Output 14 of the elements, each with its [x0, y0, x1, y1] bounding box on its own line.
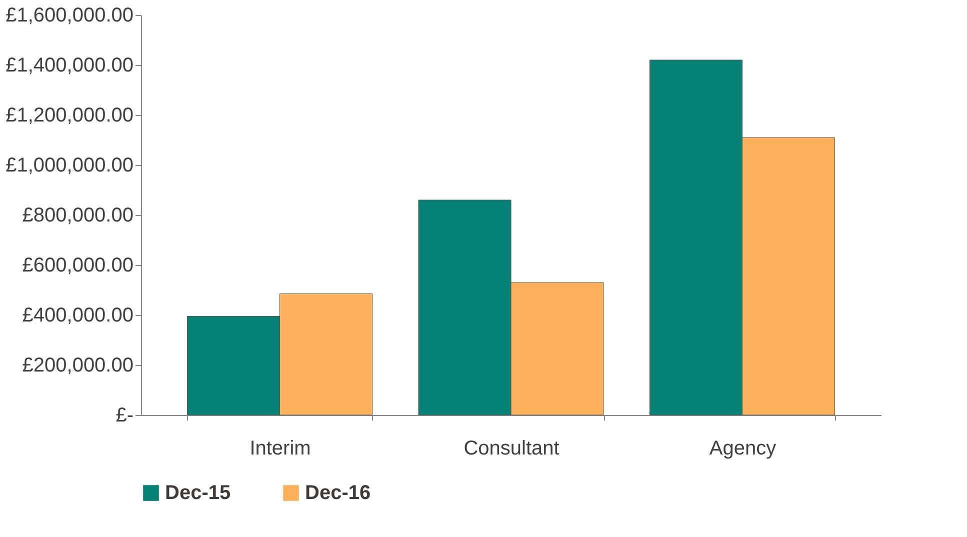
y-tick-label: £-	[116, 404, 134, 426]
y-tick-label: £1,000,000.00	[6, 154, 134, 176]
x-tick-label: Agency	[709, 438, 776, 460]
legend-label: Dec-15	[165, 482, 231, 504]
y-tick-label: £800,000.00	[22, 204, 134, 226]
legend-label: Dec-16	[305, 482, 371, 504]
y-tick-label: £1,600,000.00	[6, 4, 134, 26]
y-tick-label: £400,000.00	[22, 304, 134, 326]
x-tick-label: Interim	[250, 438, 311, 460]
x-tick-label: Consultant	[464, 438, 560, 460]
y-tick-label: £1,400,000.00	[6, 54, 134, 76]
y-tick-label: £600,000.00	[22, 254, 134, 276]
y-tick-label: £200,000.00	[22, 354, 134, 376]
y-tick-label: £1,200,000.00	[6, 104, 134, 126]
